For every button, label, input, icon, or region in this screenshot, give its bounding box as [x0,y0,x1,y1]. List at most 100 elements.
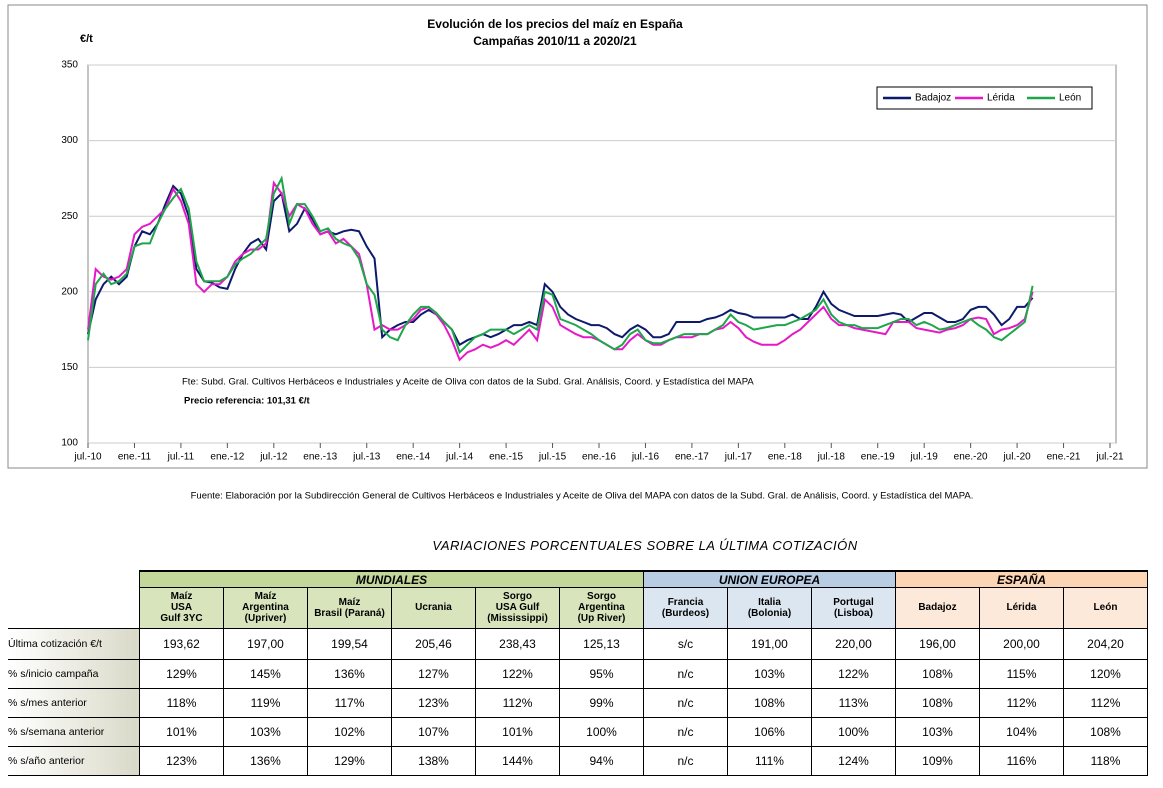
legend [876,86,1093,110]
x-tick-label: jul.-12 [259,452,288,463]
cell: 204,20 [1063,627,1148,660]
cell: 112% [475,687,560,718]
corner [8,571,140,588]
cell: 109% [895,745,980,776]
cell: 196,00 [895,627,980,660]
y-tick-label: 200 [61,286,78,297]
x-tick-label: jul.-17 [724,452,753,463]
cell: 108% [1063,716,1148,747]
x-tick-label: jul.-10 [73,452,102,463]
note: Precio referencia: 101,31 €/t [184,396,311,407]
cell: 104% [979,716,1064,747]
cell: 103% [727,658,812,689]
cell: 199,54 [307,627,392,660]
x-tick-label: ene.-11 [118,452,152,463]
column-header: Sorgo Argentina (Up River) [559,587,644,629]
x-tick-label: jul.-15 [538,452,567,463]
y-axis-label: €/t [80,33,93,45]
cell: 118% [139,687,224,718]
cell: 127% [391,658,476,689]
x-tick-label: ene.-20 [954,452,988,463]
data-row: Última cotización €/t 193,62 197,00 199,54 2… [8,627,1148,660]
x-tick-label: ene.-14 [396,452,430,463]
x-tick-label: jul.-20 [1002,452,1031,463]
y-tick-label: 350 [61,60,78,71]
cell: 108% [727,687,812,718]
x-tick-label: ene.-16 [582,452,616,463]
legend-label: Badajoz [915,93,951,104]
column-header: Maíz Argentina (Upriver) [223,587,308,629]
x-tick-label: jul.-21 [1095,452,1124,463]
cell: 102% [307,716,392,747]
cell: 100% [811,716,896,747]
cell: 101% [139,716,224,747]
cell: 107% [391,716,476,747]
cell: 200,00 [979,627,1064,660]
cell: 103% [895,716,980,747]
cell: n/c [643,716,728,747]
cell: 144% [475,745,560,776]
cell: 125,13 [559,627,644,660]
cell: 111% [727,745,812,776]
series-line [87,180,1034,362]
chart-subtitle: Campañas 2010/11 a 2020/21 [473,34,637,48]
x-tick-label: ene.-15 [489,452,523,463]
cell: 119% [223,687,308,718]
cell: 94% [559,745,644,776]
x-tick-label: ene.-13 [303,452,337,463]
x-tick-label: ene.-21 [1047,452,1081,463]
data-row: % s/inicio campaña 129% 145% 136% 127% 122% 95… [8,658,1148,689]
table: MUNDIALES UNION EUROPEA ESPAÑA Maíz USA Gul… [8,570,1148,776]
cell: s/c [643,627,728,660]
cell: 116% [979,745,1064,776]
corner [8,588,140,629]
data-row: % s/año anterior 123% 136% 129% 138% 144% 94% n… [8,745,1148,776]
x-tick-label: jul.-19 [910,452,939,463]
cell: 238,43 [475,627,560,660]
x-tick-label: jul.-14 [445,452,474,463]
chart-title: Evolución de los precios del maíz en Esp… [427,17,683,31]
series-line [87,175,1034,355]
cell: 106% [727,716,812,747]
column-header: Ucrania [391,587,476,629]
y-tick-label: 250 [61,211,78,222]
cell: 113% [811,687,896,718]
cell: 123% [139,745,224,776]
column-header: León [1063,587,1148,629]
row-label: % s/inicio campaña [8,658,140,689]
chart-frame [7,4,1148,469]
column-header: Maíz USA Gulf 3YC [139,587,224,629]
cell: 95% [559,658,644,689]
data-row: % s/mes anterior 118% 119% 117% 123% 112% 99% n… [8,687,1148,718]
cell: 138% [391,745,476,776]
cell: 145% [223,658,308,689]
y-tick-label: 300 [61,135,78,146]
table-title: VARIACIONES PORCENTUALES SOBRE LA ÚLTIMA… [432,538,858,553]
cell: 205,46 [391,627,476,660]
chart: Evolución de los precios del maíz en Esp… [7,4,1148,502]
y-tick-label: 100 [61,438,78,449]
cell: 129% [307,745,392,776]
cell: n/c [643,745,728,776]
cell: 118% [1063,745,1148,776]
data-row: % s/semana anterior 101% 103% 102% 107% 101% 1… [8,716,1148,747]
cell: 108% [895,658,980,689]
row-label: Última cotización €/t [8,627,140,660]
source: Fuente: Elaboración por la Subdirección … [191,491,974,502]
row-label: % s/mes anterior [8,687,140,718]
cell: 191,00 [727,627,812,660]
cell: n/c [643,687,728,718]
cell: 101% [475,716,560,747]
row-label: % s/año anterior [8,745,140,776]
row-label: % s/semana anterior [8,716,140,747]
cell: 136% [223,745,308,776]
column-header: Francia (Burdeos) [643,587,728,629]
x-tick-label: ene.-17 [675,452,709,463]
header-row: Maíz USA Gulf 3YC Maíz Argentina (Upriver… [8,587,1148,629]
group-header: MUNDIALES [139,570,644,588]
column-header: Sorgo USA Gulf (Mississippi) [475,587,560,629]
note: Fte: Subd. Gral. Cultivos Herbáceos e In… [182,377,754,388]
column-header: Portugal (Lisboa) [811,587,896,629]
series-line [87,184,1034,347]
cell: 220,00 [811,627,896,660]
